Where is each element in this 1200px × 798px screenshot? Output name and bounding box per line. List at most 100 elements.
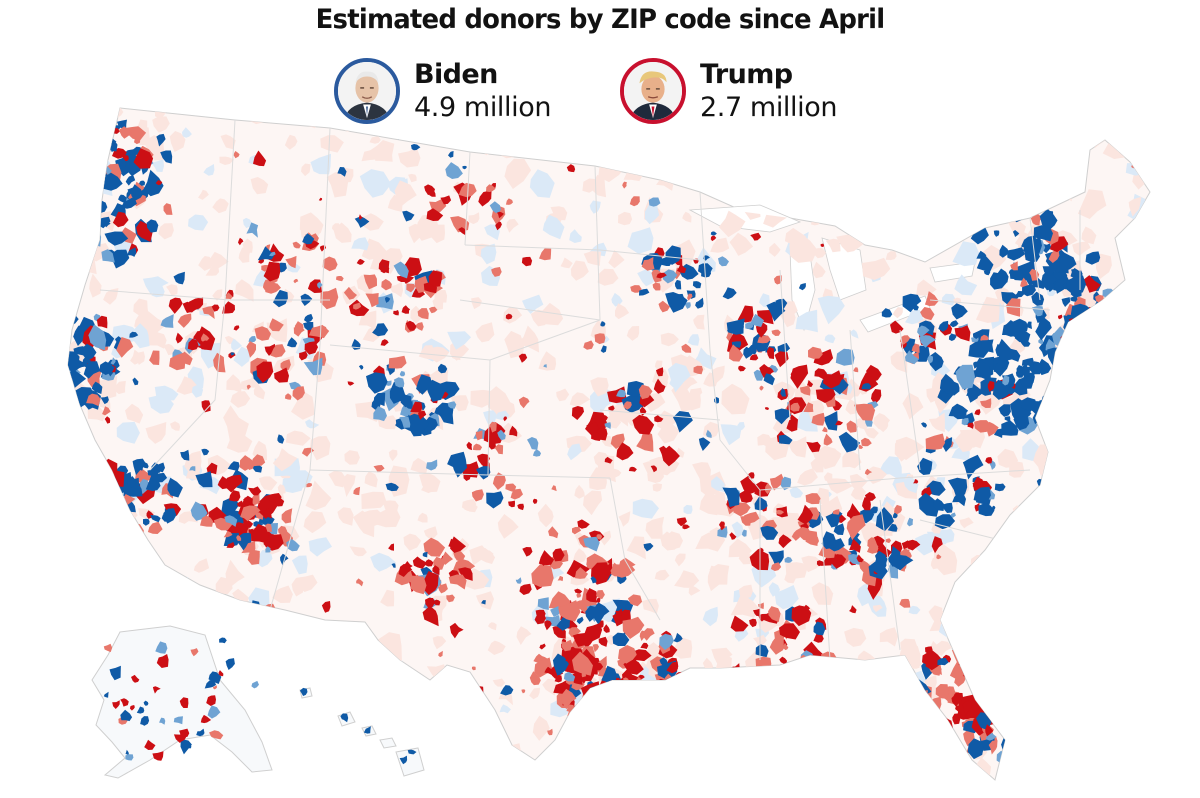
zip-area-hawaii <box>407 749 417 755</box>
zip-area <box>40 379 55 397</box>
zip-area-small <box>600 345 607 353</box>
zip-area <box>408 413 428 431</box>
zip-area <box>101 249 115 263</box>
zip-area-light <box>861 672 872 684</box>
zip-area <box>133 148 154 169</box>
zip-area-light <box>473 746 483 755</box>
zip-area-light <box>892 307 903 319</box>
zip-area <box>168 297 183 314</box>
zip-area-light <box>789 486 804 499</box>
zip-area-light <box>998 197 1020 218</box>
zip-area-small <box>759 385 764 391</box>
zip-area <box>993 363 1005 375</box>
zip-area <box>1014 291 1025 298</box>
zip-area <box>532 449 541 457</box>
zip-area-light <box>785 562 808 579</box>
zip-area-light <box>902 148 914 161</box>
zip-area <box>585 605 601 622</box>
zip-area-light <box>955 166 976 181</box>
zip-area-light <box>355 108 368 123</box>
zip-area <box>978 502 995 517</box>
zip-area-light <box>1093 676 1104 688</box>
zip-area <box>401 305 410 314</box>
zip-area-light <box>486 386 510 414</box>
zip-area-light <box>301 695 326 723</box>
zip-area-light <box>623 162 643 182</box>
zip-area-small <box>961 417 969 426</box>
zip-area <box>635 687 648 700</box>
zip-area-light <box>1029 184 1040 197</box>
zip-area <box>595 597 601 603</box>
zip-area <box>475 430 483 441</box>
zip-area <box>223 530 233 538</box>
zip-area <box>182 301 196 313</box>
zip-area-small <box>814 723 822 734</box>
zip-area-alaska <box>225 658 235 670</box>
zip-area-light <box>895 436 925 461</box>
zip-area-light <box>538 351 557 371</box>
zip-area <box>415 322 424 331</box>
zip-area <box>68 353 88 373</box>
zip-area <box>226 542 235 548</box>
zip-area-light <box>1090 401 1109 423</box>
zip-area-light <box>378 632 402 661</box>
zip-area-light <box>1048 171 1072 202</box>
zip-area <box>838 431 861 453</box>
zip-area-light <box>522 294 544 314</box>
zip-area-light <box>167 607 182 622</box>
zip-area <box>967 384 980 403</box>
zip-area <box>90 222 101 234</box>
zip-area <box>558 600 581 622</box>
zip-area <box>440 195 452 205</box>
zip-area <box>1013 416 1030 431</box>
zip-area <box>988 740 998 755</box>
zip-area <box>1015 368 1024 378</box>
zip-area <box>478 190 492 207</box>
zip-area-small <box>693 365 703 375</box>
zip-area <box>269 318 284 332</box>
zip-area-small <box>764 407 769 410</box>
state-border-line <box>919 519 1001 541</box>
zip-area-light <box>176 376 198 395</box>
zip-area <box>612 561 636 578</box>
zip-area-alaska <box>207 705 221 719</box>
zip-area-light <box>861 257 891 280</box>
zip-area-light <box>784 141 802 160</box>
zip-area <box>453 558 476 575</box>
zip-area-light <box>68 494 81 517</box>
zip-area <box>458 567 473 581</box>
zip-area-light <box>238 247 251 263</box>
zip-area <box>815 677 825 685</box>
zip-area-small <box>925 646 933 654</box>
zip-area-light <box>710 237 730 253</box>
zip-area-light <box>529 169 555 198</box>
zip-area <box>299 351 308 361</box>
zip-area-light <box>560 257 573 269</box>
zip-area-small <box>630 151 637 157</box>
zip-area-light <box>68 131 92 157</box>
zip-area-alaska <box>204 680 217 689</box>
zip-area <box>912 693 927 706</box>
zip-area <box>1012 230 1020 237</box>
zip-area <box>265 546 271 553</box>
zip-area <box>497 211 504 219</box>
zip-area-light <box>542 214 565 240</box>
zip-area-light <box>671 637 693 659</box>
zip-area-small <box>653 378 666 394</box>
zip-area-light <box>516 626 532 645</box>
zip-area <box>225 474 243 493</box>
zip-area <box>100 484 111 494</box>
zip-area-light <box>96 587 112 606</box>
zip-area <box>254 326 271 341</box>
zip-area <box>887 523 898 532</box>
zip-area <box>303 322 314 331</box>
zip-area-light <box>711 476 725 492</box>
zip-area <box>405 320 417 331</box>
zip-area <box>576 592 582 598</box>
zip-area-light <box>394 180 417 207</box>
zip-area <box>241 541 256 555</box>
zip-area-light <box>369 707 379 721</box>
zip-area <box>82 219 96 231</box>
zip-area <box>846 420 858 433</box>
zip-area <box>124 126 147 141</box>
